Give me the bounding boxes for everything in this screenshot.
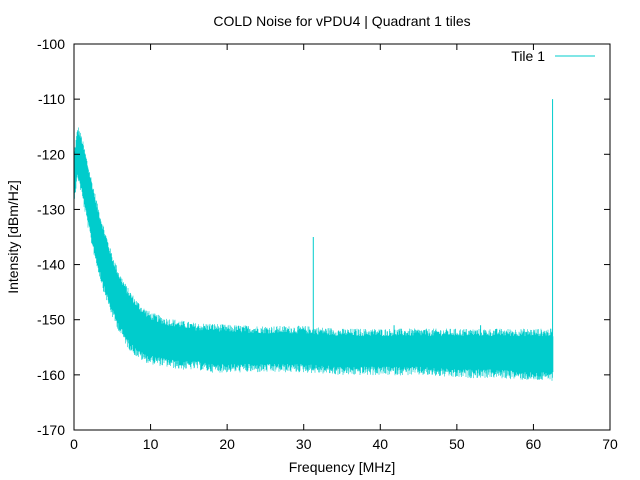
x-axis: 0 10 20 30 40 50 60 70 — [70, 44, 618, 452]
y-tick-label: -170 — [37, 422, 65, 438]
x-tick-label: 30 — [296, 436, 312, 452]
y-tick-label: -120 — [37, 146, 65, 162]
y-axis: -170 -160 -150 -140 -130 -120 -110 -100 — [37, 36, 610, 438]
y-tick-label: -140 — [37, 257, 65, 273]
legend: Tile 1 — [511, 48, 595, 64]
legend-label-tile-1: Tile 1 — [511, 48, 545, 64]
x-tick-label: 0 — [70, 436, 78, 452]
chart-title: COLD Noise for vPDU4 | Quadrant 1 tiles — [213, 13, 470, 29]
x-tick-label: 40 — [372, 436, 388, 452]
x-tick-label: 10 — [143, 436, 159, 452]
y-tick-label: -130 — [37, 201, 65, 217]
plot-frame — [73, 43, 611, 431]
x-tick-label: 50 — [449, 436, 465, 452]
y-tick-label: -150 — [37, 312, 65, 328]
x-axis-label: Frequency [MHz] — [289, 459, 396, 475]
y-axis-label: Intensity [dBm/Hz] — [5, 180, 21, 294]
x-tick-label: 70 — [602, 436, 618, 452]
y-tick-label: -110 — [38, 91, 65, 107]
x-tick-label: 60 — [526, 436, 542, 452]
x-tick-label: 20 — [219, 436, 235, 452]
plot-data — [73, 99, 554, 381]
y-tick-label: -160 — [37, 367, 65, 383]
y-tick-label: -100 — [37, 36, 65, 52]
